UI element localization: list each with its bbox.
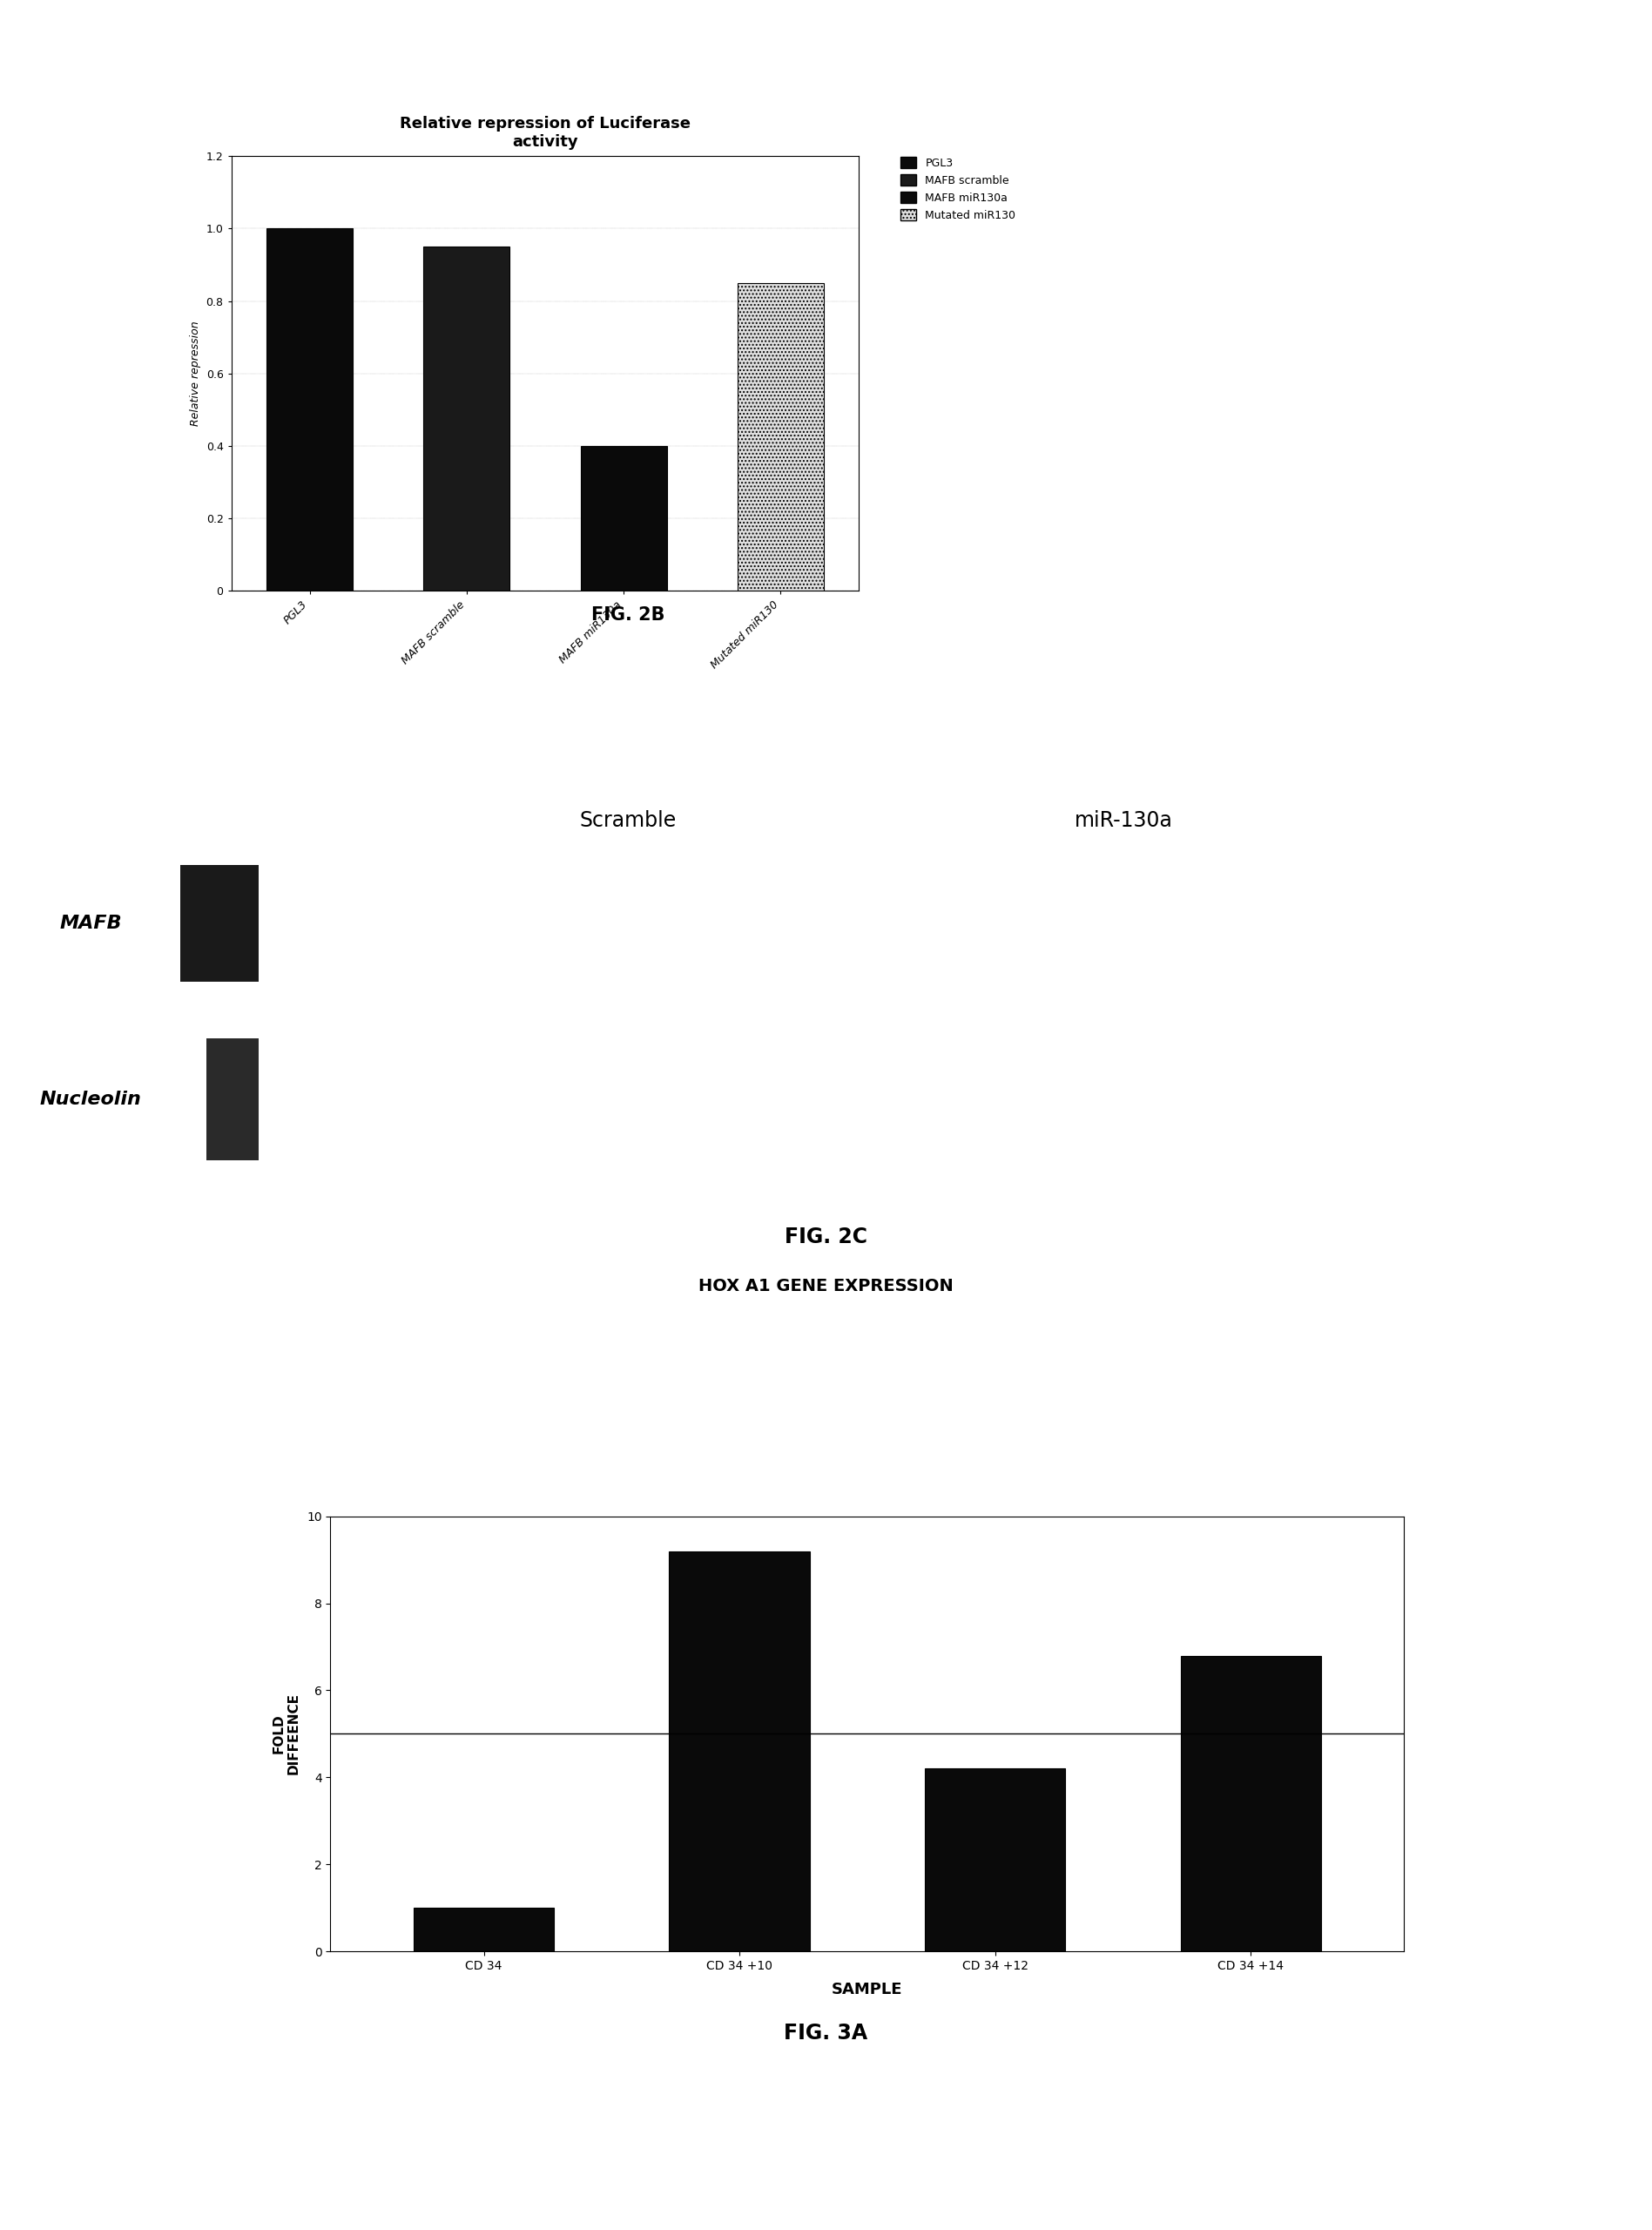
Bar xyxy=(737,283,824,591)
Legend: PGL3, MAFB scramble, MAFB miR130a, Mutated miR130: PGL3, MAFB scramble, MAFB miR130a, Mutat… xyxy=(895,154,1021,225)
Bar xyxy=(423,248,510,591)
Bar xyxy=(580,446,667,591)
Text: FIG. 3A: FIG. 3A xyxy=(785,2023,867,2043)
Text: Scramble: Scramble xyxy=(580,809,676,832)
Title: Relative repression of Luciferase
activity: Relative repression of Luciferase activi… xyxy=(400,116,691,149)
Text: FIG. 2C: FIG. 2C xyxy=(785,1226,867,1247)
Bar xyxy=(180,865,259,981)
Text: miR-130a: miR-130a xyxy=(1074,809,1173,832)
Bar xyxy=(413,1907,553,1951)
Bar xyxy=(669,1552,809,1951)
Text: HOX A1 GENE EXPRESSION: HOX A1 GENE EXPRESSION xyxy=(699,1278,953,1293)
Bar xyxy=(266,230,354,591)
Bar xyxy=(206,1039,259,1160)
Text: MAFB: MAFB xyxy=(59,914,122,932)
X-axis label: SAMPLE: SAMPLE xyxy=(833,1982,902,1998)
Bar xyxy=(925,1768,1066,1951)
Text: Nucleolin: Nucleolin xyxy=(40,1090,142,1108)
Bar xyxy=(1181,1655,1322,1951)
Y-axis label: FOLD
DIFFEENCE: FOLD DIFFEENCE xyxy=(273,1693,301,1775)
Y-axis label: Relative repression: Relative repression xyxy=(190,321,202,426)
Text: FIG. 2B: FIG. 2B xyxy=(591,607,664,624)
